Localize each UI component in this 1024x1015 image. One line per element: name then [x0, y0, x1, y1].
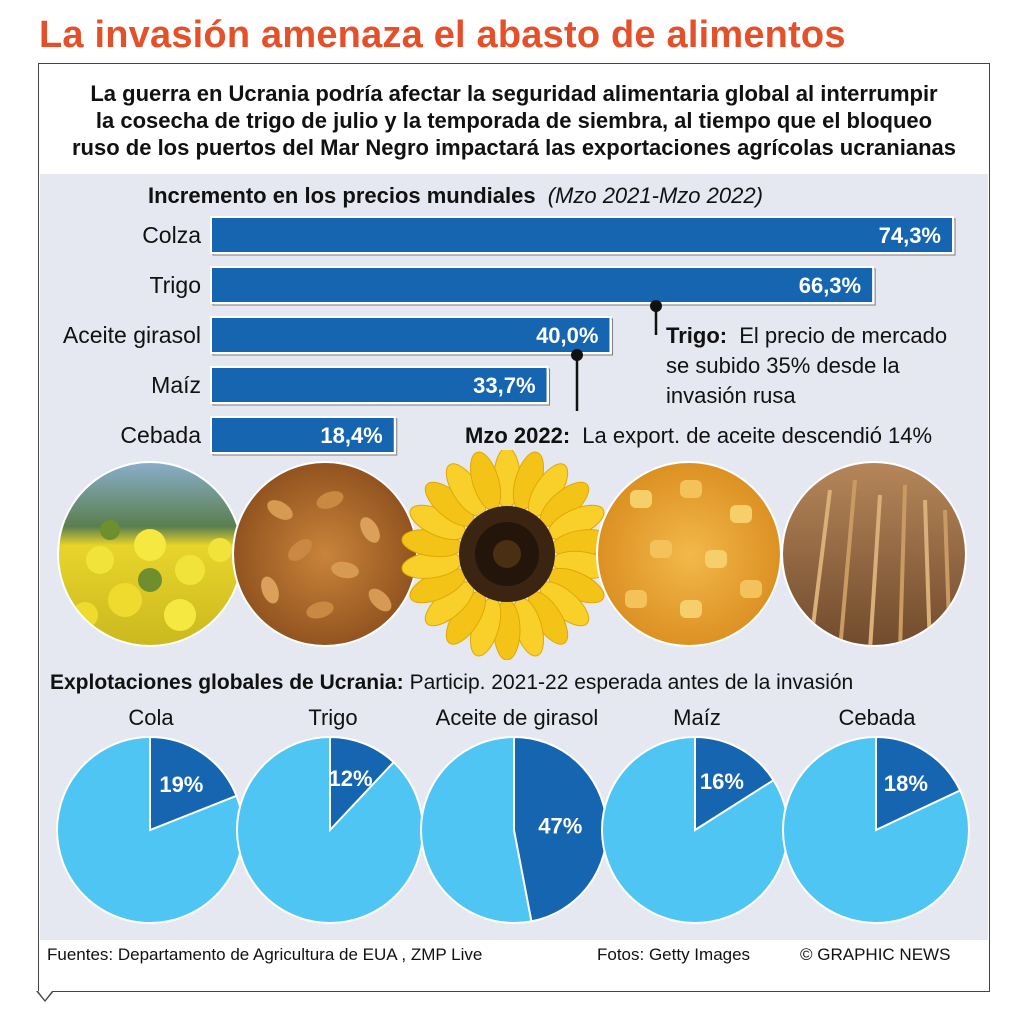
trigo-annotation-line: se subido 35% desde la: [666, 353, 900, 378]
pie-value-label: 19%: [159, 772, 203, 797]
bar-value-label: 66,3%: [799, 273, 861, 298]
bar: [210, 216, 955, 254]
page-title: La invasión amenaza el abasto de aliment…: [39, 14, 846, 56]
pie-label-maiz: Maíz: [673, 705, 721, 730]
subtitle-line: ruso de los puertos del Mar Negro impact…: [72, 135, 956, 160]
svg-text:Trigo: El precio de merc: Trigo: El precio de mercado: [666, 323, 947, 348]
bar: [210, 266, 875, 304]
top-rule: [38, 63, 990, 64]
footer-copyright: © GRAPHIC NEWS: [800, 945, 951, 964]
pie-slice-ukraine-share: [694, 735, 775, 832]
frame-bottom-border: [38, 991, 990, 992]
subtitle: La guerra en Ucrania podría afectar la s…: [40, 80, 988, 161]
trigo-annotation-bold: Trigo:: [666, 323, 727, 348]
pie-label-trigo: Trigo: [308, 705, 358, 730]
bar-category-label: Cebada: [120, 422, 201, 448]
pie-section-title-bold: Explotaciones globales de Ucrania:: [50, 671, 404, 694]
sunflower-photo: [401, 450, 613, 660]
pie: 47%: [420, 735, 608, 924]
pie-charts: 19% 12% 47% 16% 18%: [56, 735, 970, 924]
mzo-annotation-bold: Mzo 2022:: [465, 423, 570, 448]
footer-sources: Fuentes: Departamento de Agricultura de …: [47, 945, 483, 964]
barley-field-photo: [781, 461, 967, 647]
pie-value-label: 16%: [700, 769, 744, 794]
subtitle-line: la cosecha de trigo de julio y la tempor…: [95, 108, 933, 133]
pie-value-label: 18%: [884, 771, 928, 796]
pie: 18%: [782, 735, 970, 924]
mzo-annotation: Mzo 2022: La export. de aceite descendió…: [465, 349, 932, 448]
pie-label-aceite-de-girasol: Aceite de girasol: [435, 705, 599, 730]
svg-text:Mzo 2022: La export. de: Mzo 2022: La export. de aceite descendió…: [465, 423, 932, 448]
wheat-grains-photo: [232, 461, 418, 647]
frame-left-border: [38, 64, 39, 992]
bar: [210, 366, 549, 404]
pie: 16%: [601, 735, 789, 924]
bar-value-label: 74,3%: [879, 223, 941, 248]
pie-section-subtitle: Particip. 2021-22 esperada antes de la i…: [409, 671, 854, 694]
trigo-annotation: Trigo: El precio de mercado se subido 35…: [650, 300, 947, 408]
pie: 12%: [236, 735, 424, 924]
bar: [210, 416, 396, 454]
bar-category-label: Maíz: [151, 372, 201, 398]
frame-right-border: [989, 64, 990, 992]
bar-chart-title-text: Incremento en los precios mundiales: [148, 183, 536, 208]
bar-category-label: Colza: [142, 222, 201, 248]
bar-chart-title: Incremento en los precios mundiales (Mzo…: [148, 183, 763, 209]
mzo-annotation-text: La export. de aceite descendió 14%: [582, 423, 932, 448]
bar-chart: Colza 74,3%Trigo 66,3%Aceite girasol 40,0%M…: [63, 216, 956, 456]
pie: 19%: [56, 735, 244, 924]
pie-value-label: 12%: [329, 766, 373, 791]
bar-value-label: 18,4%: [320, 423, 382, 448]
footer-photos-credit: Fotos: Getty Images: [597, 945, 751, 964]
bar-value-label: 40,0%: [536, 323, 598, 348]
pie-value-label: 47%: [538, 814, 582, 839]
pie-label-cebada: Cebada: [838, 705, 916, 730]
bar-category-label: Aceite girasol: [63, 322, 201, 348]
bar-category-label: Trigo: [149, 272, 201, 298]
pie-slice-ukraine-share: [875, 735, 962, 832]
pie-label-cola: Cola: [128, 705, 174, 730]
trigo-annotation-line: invasión rusa: [666, 383, 796, 408]
bar: [210, 316, 612, 354]
corn-kernels-photo: [596, 461, 782, 647]
photo-strip: [57, 450, 967, 660]
pie-slice-ukraine-share: [149, 735, 238, 832]
pie-section-title: Explotaciones globales de Ucrania: Partic…: [50, 671, 853, 695]
bar-chart-period: (Mzo 2021-Mzo 2022): [547, 183, 763, 208]
trigo-annotation-line: El precio de mercado: [739, 323, 947, 348]
pie-slice-ukraine-share: [329, 735, 396, 833]
rapeseed-field-photo: [57, 461, 243, 647]
subtitle-line: La guerra en Ucrania podría afectar la s…: [90, 81, 938, 106]
bar-value-label: 33,7%: [473, 373, 535, 398]
